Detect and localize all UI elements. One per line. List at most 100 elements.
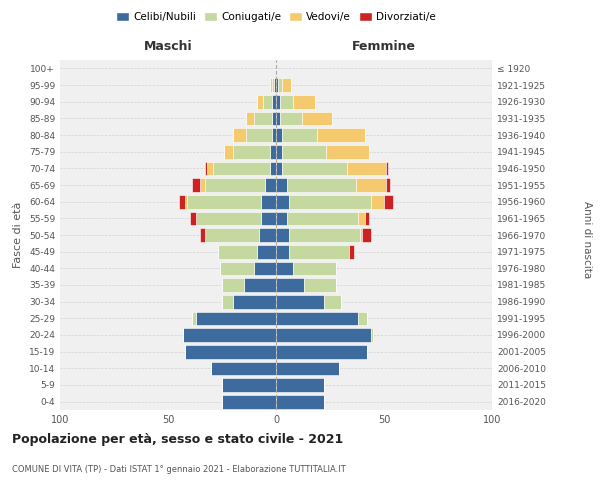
- Bar: [293, 262, 337, 275]
- Bar: [185, 345, 276, 358]
- Bar: [302, 112, 332, 125]
- Bar: [257, 95, 263, 108]
- Text: Femmine: Femmine: [352, 40, 416, 53]
- Bar: [233, 145, 269, 158]
- Bar: [196, 312, 276, 325]
- Bar: [259, 228, 276, 242]
- Bar: [283, 162, 347, 175]
- Bar: [317, 128, 365, 142]
- Bar: [233, 128, 246, 142]
- Bar: [386, 162, 388, 175]
- Text: Popolazione per età, sesso e stato civile - 2021: Popolazione per età, sesso e stato civil…: [12, 432, 343, 446]
- Bar: [192, 178, 200, 192]
- Bar: [358, 212, 365, 225]
- Bar: [276, 228, 289, 242]
- Bar: [196, 212, 261, 225]
- Bar: [218, 245, 257, 258]
- Bar: [222, 295, 233, 308]
- Bar: [205, 228, 259, 242]
- Bar: [205, 162, 207, 175]
- Text: Maschi: Maschi: [143, 40, 193, 53]
- Bar: [276, 278, 304, 292]
- Bar: [192, 312, 196, 325]
- Bar: [233, 295, 276, 308]
- Bar: [283, 128, 317, 142]
- Bar: [349, 245, 354, 258]
- Bar: [276, 312, 358, 325]
- Bar: [287, 178, 356, 192]
- Bar: [261, 195, 276, 208]
- Bar: [276, 195, 289, 208]
- Bar: [200, 228, 205, 242]
- Bar: [384, 195, 392, 208]
- Bar: [276, 212, 287, 225]
- Bar: [276, 162, 283, 175]
- Bar: [269, 145, 276, 158]
- Bar: [358, 312, 367, 325]
- Bar: [276, 245, 289, 258]
- Bar: [276, 295, 323, 308]
- Bar: [276, 178, 287, 192]
- Bar: [326, 145, 369, 158]
- Bar: [211, 362, 276, 375]
- Bar: [365, 212, 369, 225]
- Bar: [214, 162, 269, 175]
- Bar: [183, 328, 276, 342]
- Text: Anni di nascita: Anni di nascita: [582, 202, 592, 278]
- Bar: [289, 195, 371, 208]
- Y-axis label: Fasce di età: Fasce di età: [13, 202, 23, 268]
- Bar: [283, 145, 326, 158]
- Bar: [276, 95, 280, 108]
- Bar: [261, 212, 276, 225]
- Bar: [207, 162, 214, 175]
- Bar: [293, 95, 315, 108]
- Bar: [257, 245, 276, 258]
- Bar: [224, 145, 233, 158]
- Bar: [200, 178, 205, 192]
- Bar: [246, 112, 254, 125]
- Bar: [205, 178, 265, 192]
- Bar: [254, 112, 272, 125]
- Bar: [185, 195, 187, 208]
- Bar: [276, 328, 371, 342]
- Bar: [362, 228, 371, 242]
- Bar: [187, 195, 261, 208]
- Bar: [276, 362, 338, 375]
- Bar: [371, 328, 373, 342]
- Bar: [276, 262, 293, 275]
- Bar: [272, 78, 274, 92]
- Bar: [280, 95, 293, 108]
- Bar: [280, 112, 302, 125]
- Bar: [289, 228, 360, 242]
- Bar: [274, 78, 276, 92]
- Bar: [371, 195, 384, 208]
- Bar: [276, 145, 283, 158]
- Bar: [276, 345, 367, 358]
- Bar: [347, 162, 386, 175]
- Bar: [272, 95, 276, 108]
- Bar: [276, 112, 280, 125]
- Bar: [222, 378, 276, 392]
- Bar: [360, 228, 362, 242]
- Bar: [220, 262, 254, 275]
- Bar: [269, 78, 272, 92]
- Bar: [276, 395, 323, 408]
- Bar: [190, 212, 196, 225]
- Legend: Celibi/Nubili, Coniugati/e, Vedovi/e, Divorziati/e: Celibi/Nubili, Coniugati/e, Vedovi/e, Di…: [112, 8, 440, 26]
- Bar: [269, 162, 276, 175]
- Bar: [244, 278, 276, 292]
- Bar: [263, 95, 272, 108]
- Bar: [278, 78, 283, 92]
- Bar: [265, 178, 276, 192]
- Bar: [246, 128, 272, 142]
- Bar: [323, 295, 341, 308]
- Bar: [304, 278, 337, 292]
- Bar: [276, 378, 323, 392]
- Bar: [283, 78, 291, 92]
- Bar: [276, 78, 278, 92]
- Bar: [222, 278, 244, 292]
- Text: COMUNE DI VITA (TP) - Dati ISTAT 1° gennaio 2021 - Elaborazione TUTTITALIA.IT: COMUNE DI VITA (TP) - Dati ISTAT 1° genn…: [12, 466, 346, 474]
- Bar: [272, 128, 276, 142]
- Bar: [289, 245, 349, 258]
- Bar: [276, 128, 283, 142]
